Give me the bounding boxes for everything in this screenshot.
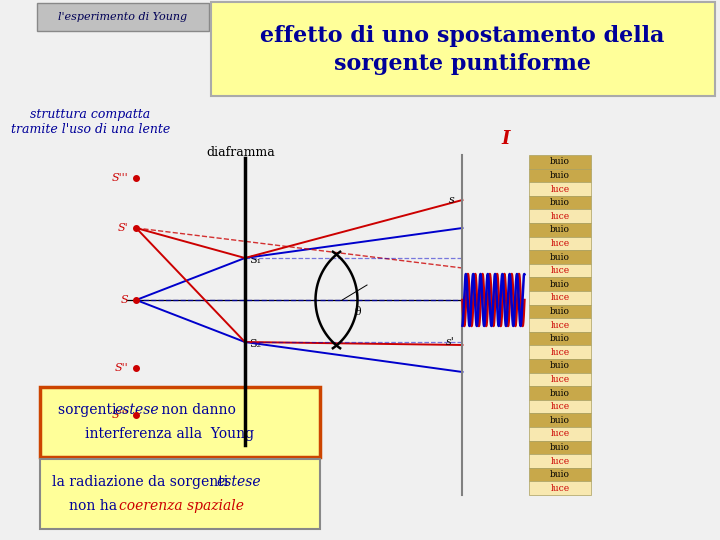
Text: buio: buio xyxy=(550,307,570,316)
Text: diaframma: diaframma xyxy=(207,146,276,159)
Bar xyxy=(529,468,591,481)
Bar xyxy=(529,155,591,168)
Bar xyxy=(529,250,591,264)
Bar xyxy=(529,454,591,468)
Bar xyxy=(529,441,591,454)
Text: luce: luce xyxy=(551,348,570,357)
Bar xyxy=(529,481,591,495)
Text: luce: luce xyxy=(551,402,570,411)
Bar xyxy=(529,291,591,305)
Bar xyxy=(529,237,591,250)
Text: S₂: S₂ xyxy=(248,339,261,349)
Text: estese: estese xyxy=(216,475,261,489)
Bar xyxy=(529,168,591,182)
FancyBboxPatch shape xyxy=(40,459,320,529)
Text: S''': S''' xyxy=(112,173,129,183)
Text: struttura compatta: struttura compatta xyxy=(30,108,150,121)
Bar xyxy=(529,196,591,210)
Bar xyxy=(529,305,591,318)
Text: tramite l'uso di una lente: tramite l'uso di una lente xyxy=(11,123,170,136)
Text: S''': S''' xyxy=(112,410,129,420)
Text: buio: buio xyxy=(550,253,570,261)
Text: luce: luce xyxy=(551,456,570,465)
Text: effetto di uno spostamento della
sorgente puntiforme: effetto di uno spostamento della sorgent… xyxy=(260,25,665,76)
Text: buio: buio xyxy=(550,416,570,424)
Text: buio: buio xyxy=(550,470,570,479)
Text: I: I xyxy=(501,130,510,148)
Text: l'esperimento di Young: l'esperimento di Young xyxy=(58,12,187,22)
Bar xyxy=(529,427,591,441)
Bar xyxy=(529,278,591,291)
Text: luce: luce xyxy=(551,212,570,221)
Text: estese: estese xyxy=(114,403,159,417)
Text: luce: luce xyxy=(551,321,570,329)
Bar xyxy=(529,373,591,386)
Text: coerenza spaziale: coerenza spaziale xyxy=(119,499,244,513)
Text: luce: luce xyxy=(551,185,570,193)
FancyBboxPatch shape xyxy=(40,387,320,457)
Bar xyxy=(529,414,591,427)
Bar xyxy=(529,346,591,359)
Text: luce: luce xyxy=(551,429,570,438)
Bar xyxy=(529,223,591,237)
Bar xyxy=(529,386,591,400)
Text: luce: luce xyxy=(551,375,570,384)
Text: s: s xyxy=(449,195,455,205)
Bar xyxy=(529,264,591,278)
Text: buio: buio xyxy=(550,171,570,180)
Bar xyxy=(529,182,591,196)
Text: luce: luce xyxy=(551,266,570,275)
Text: sorgenti: sorgenti xyxy=(58,403,121,417)
Text: buio: buio xyxy=(550,198,570,207)
Text: la radiazione da sorgenti: la radiazione da sorgenti xyxy=(53,475,233,489)
Text: buio: buio xyxy=(550,443,570,452)
Text: buio: buio xyxy=(550,334,570,343)
Text: luce: luce xyxy=(551,239,570,248)
Bar xyxy=(529,210,591,223)
Bar xyxy=(529,359,591,373)
Text: non ha: non ha xyxy=(69,499,122,513)
Text: S₁: S₁ xyxy=(248,255,261,265)
FancyBboxPatch shape xyxy=(37,3,209,31)
Text: buio: buio xyxy=(550,280,570,289)
Text: luce: luce xyxy=(551,293,570,302)
Bar xyxy=(529,318,591,332)
Bar xyxy=(529,332,591,346)
Text: buio: buio xyxy=(550,157,570,166)
Text: luce: luce xyxy=(551,484,570,492)
Bar xyxy=(529,400,591,414)
Text: S': S' xyxy=(118,223,129,233)
Text: S'': S'' xyxy=(115,363,129,373)
Text: S: S xyxy=(121,295,129,305)
Text: interferenza alla  Young: interferenza alla Young xyxy=(85,427,253,441)
Text: buio: buio xyxy=(550,388,570,397)
Text: s': s' xyxy=(446,337,455,347)
Text: non danno: non danno xyxy=(157,403,236,417)
Text: θ: θ xyxy=(354,307,361,317)
FancyBboxPatch shape xyxy=(210,2,715,96)
Text: buio: buio xyxy=(550,361,570,370)
Text: buio: buio xyxy=(550,225,570,234)
